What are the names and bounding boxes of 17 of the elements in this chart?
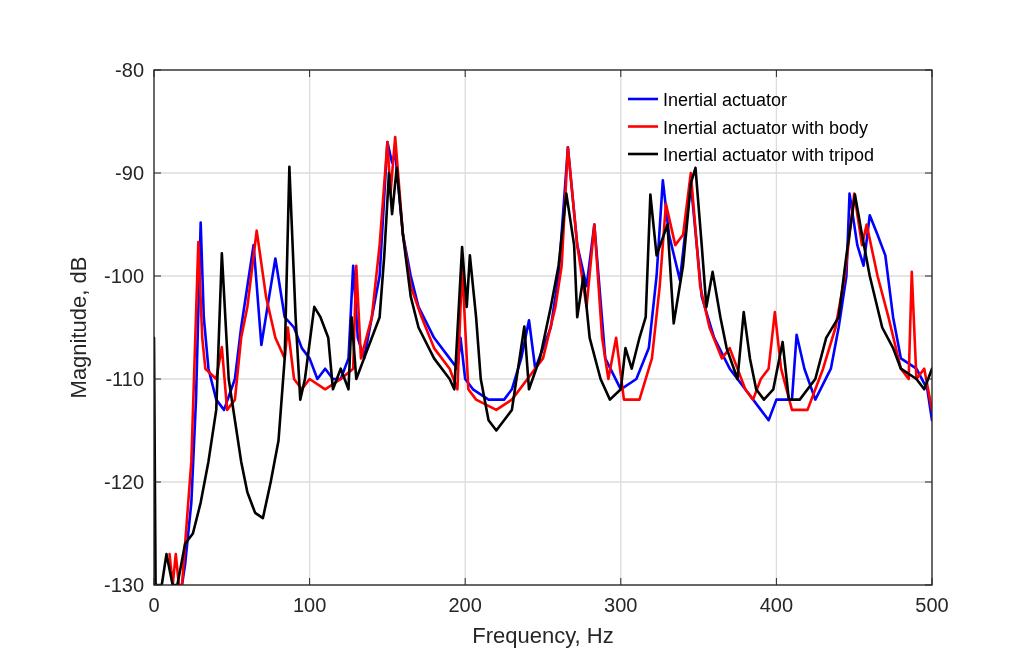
x-tick-label: 200 [448, 594, 482, 616]
x-tick-label: 500 [915, 594, 949, 616]
x-axis-title: Frequency, Hz [472, 623, 614, 648]
legend-label: Inertial actuator with body [663, 117, 869, 138]
x-tick-label: 100 [292, 594, 327, 616]
y-tick-label: -80 [115, 59, 144, 81]
y-tick-label: -90 [115, 162, 144, 184]
x-tick-label: 300 [604, 594, 638, 616]
legend-label: Inertial actuator [663, 90, 788, 110]
x-tick-label: 400 [759, 594, 794, 616]
y-axis-title: Magnitude, dB [66, 256, 91, 399]
x-tick-label: 0 [148, 594, 160, 616]
y-tick-label: -130 [103, 574, 144, 596]
y-tick-label: -110 [105, 368, 144, 390]
y-tick-label: -120 [103, 471, 144, 493]
y-tick-label: -100 [103, 265, 144, 287]
legend-label: Inertial actuator with tripod [663, 145, 875, 165]
